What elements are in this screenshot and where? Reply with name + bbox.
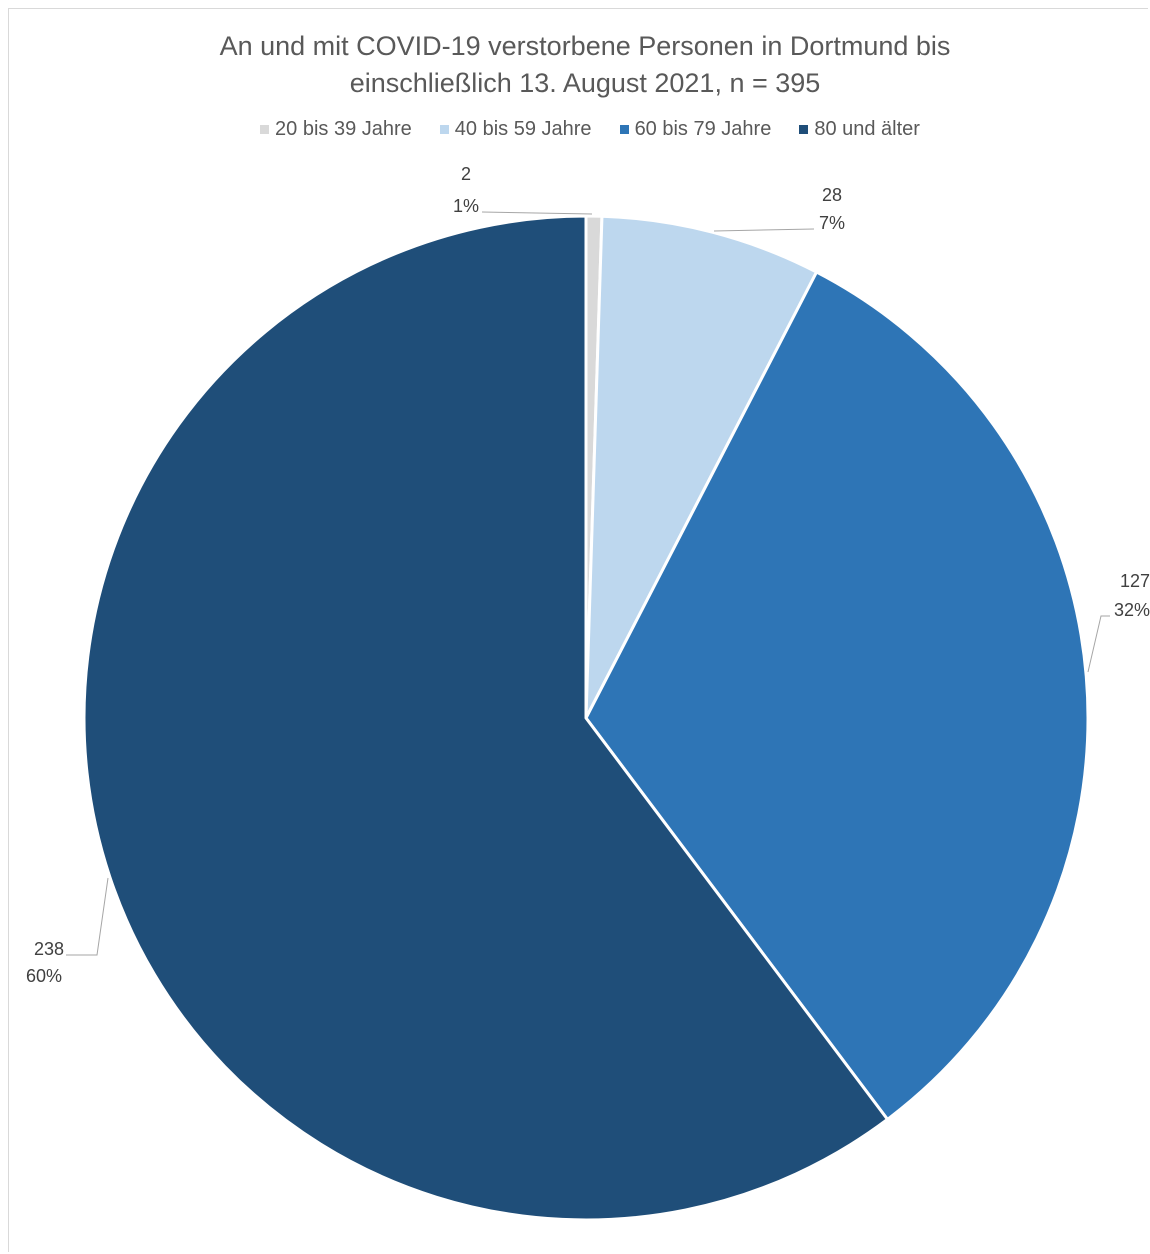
data-label-percent-40-59: 7%: [819, 213, 845, 233]
pie-slices: [82, 214, 1090, 1222]
leader-line-40-59: [713, 228, 815, 232]
data-label-value-80-plus: 238: [34, 939, 64, 959]
chart-title-line-2: einschließlich 13. August 2021, n = 395: [349, 68, 821, 98]
leader-line-60-79: [1087, 615, 1110, 673]
pie-slice-80-plus: [82, 214, 889, 1222]
chart-legend: 20 bis 39 Jahre 40 bis 59 Jahre 60 bis 7…: [0, 118, 1150, 141]
legend-label-60-79: 60 bis 79 Jahre: [634, 118, 772, 140]
data-label-percent-20-39: 1%: [453, 196, 479, 216]
leader-line-20-39: [481, 211, 593, 215]
legend-label-40-59: 40 bis 59 Jahre: [454, 118, 592, 140]
data-label-value-20-39: 2: [461, 164, 471, 184]
legend-item-20-39: 20 bis 39 Jahre: [260, 118, 412, 141]
chart-frame: [8, 8, 1148, 1252]
legend-label-20-39: 20 bis 39 Jahre: [275, 118, 412, 140]
pie-slice-40-59: [584, 214, 819, 720]
leader-line-80-plus: [66, 877, 109, 956]
legend-item-80-plus: 80 und älter: [799, 118, 920, 141]
data-label-percent-80-plus: 60%: [26, 966, 62, 986]
legend-swatch-60-79: [619, 125, 629, 134]
legend-swatch-40-59: [439, 125, 449, 134]
legend-item-60-79: 60 bis 79 Jahre: [619, 118, 772, 141]
leader-lines: [66, 211, 1110, 956]
legend-item-40-59: 40 bis 59 Jahre: [439, 118, 592, 141]
data-label-value-60-79: 127: [1120, 571, 1150, 591]
legend-label-80-plus: 80 und älter: [814, 118, 920, 140]
legend-swatch-20-39: [260, 125, 270, 134]
data-label-percent-60-79: 32%: [1114, 600, 1150, 620]
pie-slice-60-79: [584, 270, 1090, 1121]
data-label-value-40-59: 28: [822, 185, 842, 205]
chart-title-line-1: An und mit COVID-19 verstorbene Personen…: [219, 31, 951, 61]
legend-swatch-80-plus: [799, 125, 809, 134]
data-labels: 2 1% 28 7% 127 32% 238 60%: [26, 164, 1150, 986]
chart-title: An und mit COVID-19 verstorbene Personen…: [0, 28, 1150, 102]
